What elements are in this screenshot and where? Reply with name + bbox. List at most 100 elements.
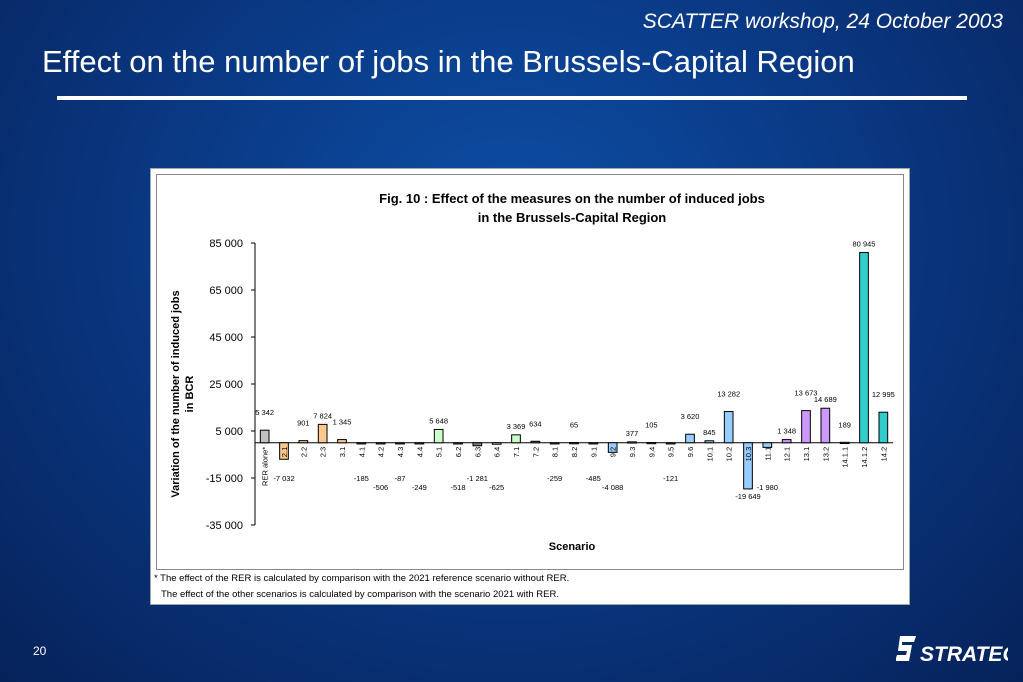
category-label: 9.6 bbox=[686, 447, 695, 457]
value-label: -121 bbox=[663, 474, 678, 483]
value-label: -87 bbox=[395, 474, 406, 483]
bar-4-1 bbox=[356, 442, 367, 445]
bar-9-4 bbox=[646, 442, 657, 445]
category-label: 13.2 bbox=[821, 447, 830, 462]
value-label: -1 281 bbox=[467, 474, 488, 483]
y-tick-label: 25 000 bbox=[209, 379, 243, 391]
chart-title-line2: in the Brussels-Capital Region bbox=[478, 210, 667, 225]
workshop-label: SCATTER workshop, 24 October 2003 bbox=[642, 10, 1003, 33]
value-label: 80 945 bbox=[853, 240, 876, 249]
value-label: -249 bbox=[412, 483, 427, 492]
y-tick-label: 5 000 bbox=[215, 426, 243, 438]
category-label: 5.1 bbox=[435, 447, 444, 457]
value-label: -259 bbox=[547, 474, 562, 483]
bar-13-2 bbox=[820, 407, 831, 444]
value-label: -19 649 bbox=[735, 492, 760, 501]
category-label: 9.4 bbox=[647, 447, 656, 457]
category-label: 14.1.2 bbox=[860, 447, 869, 468]
value-label: 377 bbox=[626, 429, 639, 438]
value-label: 3 369 bbox=[507, 422, 526, 431]
category-label: 7.2 bbox=[531, 447, 540, 457]
value-label: 13 673 bbox=[795, 389, 818, 398]
category-label: 6.3 bbox=[473, 447, 482, 457]
bar-RER-alone- bbox=[259, 429, 270, 444]
value-label: 5 342 bbox=[255, 408, 274, 417]
stratec-logo: STRATEC bbox=[896, 636, 1008, 666]
value-label: 105 bbox=[645, 421, 658, 430]
bar-8-1 bbox=[549, 442, 560, 445]
category-label: 9.3 bbox=[628, 447, 637, 457]
y-tick-label: 45 000 bbox=[209, 332, 243, 344]
y-axis-label-line2: in BCR bbox=[184, 376, 196, 413]
value-label: -506 bbox=[373, 483, 388, 492]
bar-9-1 bbox=[588, 442, 599, 445]
bar-12-1 bbox=[781, 439, 792, 444]
category-label: RER alone* bbox=[261, 447, 270, 486]
category-label: 9.1 bbox=[589, 447, 598, 457]
footnote-other-scenarios: The effect of the other scenarios is cal… bbox=[161, 589, 559, 600]
bar-7-2 bbox=[530, 440, 541, 444]
bar-10-3 bbox=[743, 442, 753, 490]
logo-text: STRATEC bbox=[920, 643, 1008, 666]
y-tick-label: 85 000 bbox=[209, 238, 243, 250]
value-label: -7 032 bbox=[273, 474, 294, 483]
category-label: 10.1 bbox=[705, 447, 714, 462]
value-label: -185 bbox=[354, 474, 369, 483]
y-axis-label-line1: Variation of the number of induced jobs bbox=[170, 290, 182, 497]
value-label: 1 345 bbox=[333, 418, 352, 427]
category-label: 12.1 bbox=[783, 447, 792, 462]
bar-chart: Fig. 10 : Effect of the measures on the … bbox=[170, 191, 895, 553]
value-label: 12 995 bbox=[872, 390, 895, 399]
chart-frame bbox=[156, 174, 904, 570]
bar-6-4 bbox=[491, 442, 502, 445]
bar-8-2 bbox=[569, 442, 579, 445]
bar-14-2 bbox=[878, 411, 889, 444]
y-tick-label: -35 000 bbox=[206, 520, 243, 532]
bar-2-3 bbox=[317, 423, 328, 444]
category-label: 3.1 bbox=[338, 447, 347, 457]
y-tick-label: -15 000 bbox=[206, 473, 243, 485]
value-label: 65 bbox=[570, 421, 578, 430]
bar-4-3 bbox=[395, 442, 405, 445]
x-axis-label: Scenario bbox=[549, 541, 596, 553]
category-label: 2.1 bbox=[280, 447, 289, 457]
bar-6-2 bbox=[453, 442, 463, 445]
category-label: 11.1 bbox=[763, 447, 772, 461]
category-label: 2.2 bbox=[299, 447, 308, 457]
bar-13-1 bbox=[801, 410, 811, 444]
bar-14-1-1 bbox=[839, 441, 850, 445]
value-label: -518 bbox=[450, 483, 465, 492]
value-label: -625 bbox=[489, 483, 504, 492]
bar-2-2 bbox=[298, 440, 309, 444]
value-label: -1 980 bbox=[757, 483, 778, 492]
category-label: 8.1 bbox=[551, 447, 560, 457]
value-label: -4 088 bbox=[602, 483, 623, 492]
footnote-rer: * The effect of the RER is calculated by… bbox=[154, 573, 570, 584]
category-label: 7.1 bbox=[512, 447, 521, 457]
category-label: 13.1 bbox=[802, 447, 811, 462]
value-label: 3 620 bbox=[681, 412, 700, 421]
value-label: 7 824 bbox=[313, 411, 332, 420]
value-label: 901 bbox=[297, 419, 310, 428]
bar-9-2 bbox=[607, 442, 618, 453]
bar-10-1 bbox=[704, 440, 715, 444]
title-underline bbox=[57, 96, 967, 100]
category-label: 9.5 bbox=[667, 447, 676, 457]
value-label: 13 282 bbox=[717, 390, 740, 399]
value-label: 1 348 bbox=[777, 427, 796, 436]
category-label: 4.2 bbox=[377, 447, 386, 457]
category-label: 10.2 bbox=[725, 447, 734, 462]
bar-10-2 bbox=[723, 411, 734, 444]
category-label: 4.4 bbox=[415, 447, 424, 457]
chart-title-line1: Fig. 10 : Effect of the measures on the … bbox=[379, 191, 765, 206]
category-label: 9.2 bbox=[609, 447, 618, 457]
bar-4-4 bbox=[414, 442, 425, 445]
value-label: 189 bbox=[838, 420, 851, 429]
value-label: -485 bbox=[586, 474, 601, 483]
bar-3-1 bbox=[337, 439, 347, 444]
category-label: 14.1.1 bbox=[841, 447, 850, 468]
bar-4-2 bbox=[375, 442, 386, 445]
value-label: 14 689 bbox=[814, 395, 837, 404]
category-label: 6.2 bbox=[454, 447, 463, 457]
bar-6-3 bbox=[472, 442, 483, 447]
